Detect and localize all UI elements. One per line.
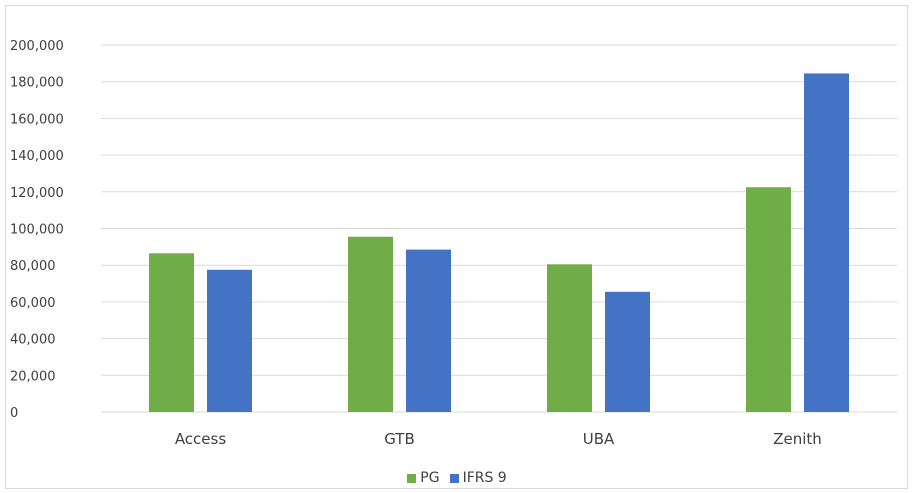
bar-ifrs9-uba — [605, 291, 650, 412]
bar-pg-uba — [547, 264, 592, 412]
bar-ifrs9-zenith — [804, 73, 849, 412]
legend-label-ifrs9: IFRS 9 — [462, 470, 507, 486]
bars — [149, 73, 849, 412]
y-tick-label: 200,000 — [10, 39, 64, 54]
legend-item-ifrs9: IFRS 9 — [449, 470, 507, 486]
bar-ifrs9-access — [207, 269, 252, 412]
y-tick-label: 160,000 — [10, 112, 64, 127]
y-tick-label: 0 — [10, 406, 18, 421]
y-tick-label: 100,000 — [10, 223, 64, 238]
legend-swatch-pg — [407, 473, 417, 483]
x-category-label: UBA — [583, 430, 615, 448]
y-tick-label: 80,000 — [10, 259, 56, 274]
y-axis-tick-labels: 0 20,000 40,000 60,000 80,000 100,000 120,000 1… — [10, 39, 64, 421]
y-tick-label: 60,000 — [10, 296, 56, 311]
bar-pg-zenith — [746, 187, 791, 412]
y-tick-label: 20,000 — [10, 369, 56, 384]
legend-item-pg: PG — [407, 470, 440, 486]
bar-pg-access — [149, 253, 194, 412]
legend: PG IFRS 9 — [0, 470, 914, 486]
y-tick-label: 140,000 — [10, 149, 64, 164]
x-axis-category-labels: Access GTB UBA Zenith — [175, 430, 822, 448]
y-tick-label: 40,000 — [10, 333, 56, 348]
y-tick-label: 180,000 — [10, 76, 64, 91]
x-category-label: Zenith — [773, 430, 822, 448]
legend-label-pg: PG — [420, 470, 440, 486]
bar-pg-gtb — [348, 236, 393, 412]
x-category-label: Access — [175, 430, 227, 448]
x-category-label: GTB — [384, 430, 415, 448]
bar-ifrs9-gtb — [406, 249, 451, 412]
y-tick-label: 120,000 — [10, 186, 64, 201]
legend-swatch-ifrs9 — [449, 473, 459, 483]
